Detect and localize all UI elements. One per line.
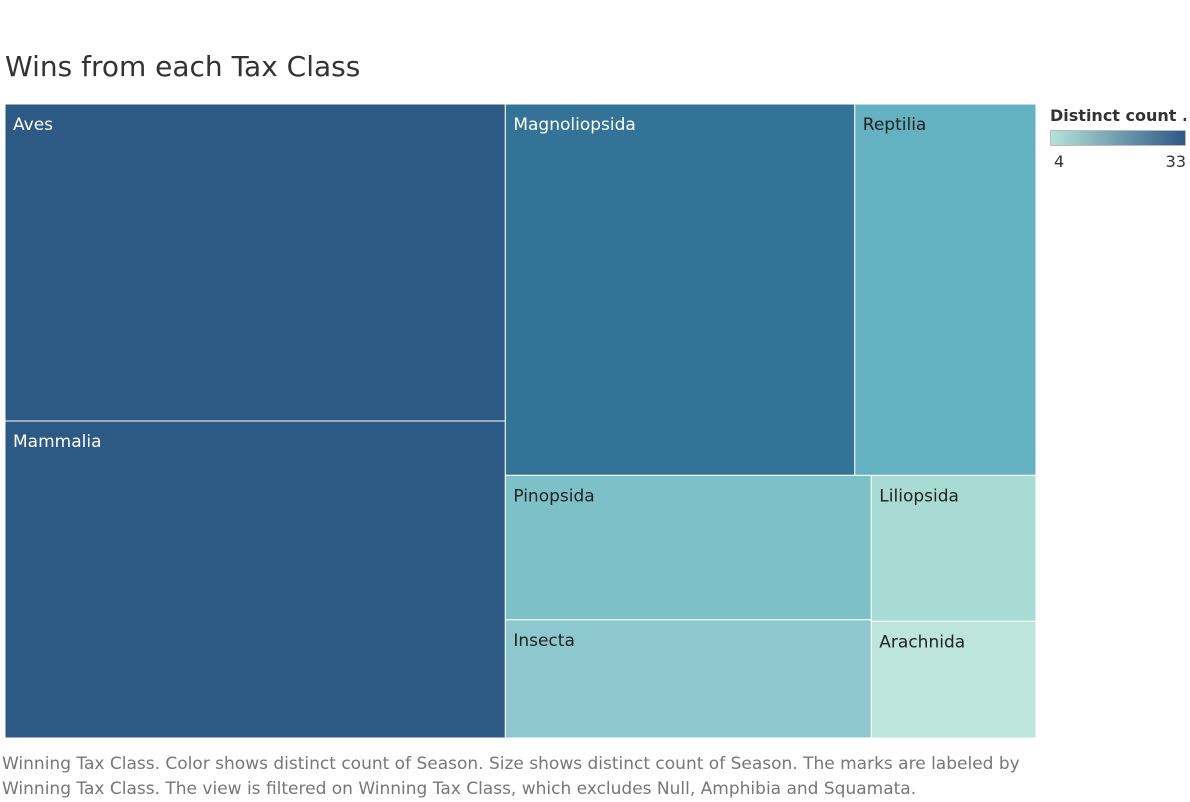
treemap-cell-arachnida[interactable]: Arachnida (870, 620, 1037, 739)
treemap-cell-magnoliopsida[interactable]: Magnoliopsida (504, 103, 856, 476)
treemap-label-reptilia: Reptilia (863, 115, 927, 135)
treemap-label-aves: Aves (13, 115, 53, 135)
treemap-cell-liliopsida[interactable]: Liliopsida (870, 474, 1037, 622)
legend-min-label: 4 (1054, 152, 1065, 171)
treemap-cell-insecta[interactable]: Insecta (504, 619, 872, 739)
treemap-rect-arachnida[interactable] (870, 620, 1037, 739)
treemap-label-magnoliopsida: Magnoliopsida (513, 115, 635, 135)
treemap-cell-reptilia[interactable]: Reptilia (854, 103, 1037, 476)
chart-caption: Winning Tax Class. Color shows distinct … (2, 754, 1020, 799)
treemap-label-insecta: Insecta (513, 631, 575, 651)
chart-title: Wins from each Tax Class (5, 50, 361, 83)
treemap-label-arachnida: Arachnida (879, 632, 965, 652)
treemap-rect-magnoliopsida[interactable] (504, 103, 856, 476)
treemap-label-liliopsida: Liliopsida (879, 486, 959, 506)
legend-title: Distinct count .. (1050, 106, 1186, 125)
treemap-rect-liliopsida[interactable] (870, 474, 1037, 622)
treemap-rect-pinopsida[interactable] (504, 474, 872, 621)
treemap-rect-aves[interactable] (4, 103, 506, 422)
treemap-cell-mammalia[interactable]: Mammalia (4, 420, 506, 739)
treemap-rect-mammalia[interactable] (4, 420, 506, 739)
treemap-rect-insecta[interactable] (504, 619, 872, 739)
treemap-rect-reptilia[interactable] (854, 103, 1037, 476)
legend-gradient-bar (1050, 130, 1186, 146)
treemap-cell-aves[interactable]: Aves (4, 103, 506, 422)
color-legend: Distinct count .. 4 33 (1050, 106, 1186, 171)
treemap-cell-pinopsida[interactable]: Pinopsida (504, 474, 872, 621)
treemap-label-pinopsida: Pinopsida (513, 486, 594, 506)
treemap-label-mammalia: Mammalia (13, 432, 102, 452)
legend-max-label: 33 (1165, 152, 1186, 171)
